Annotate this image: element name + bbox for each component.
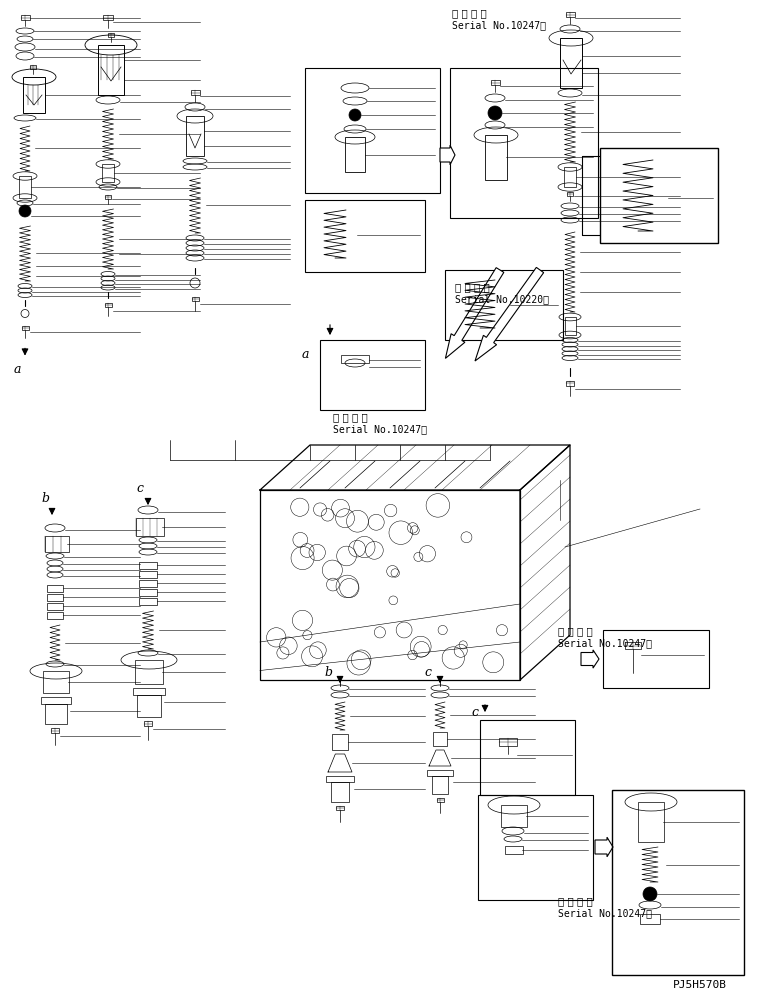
Bar — [560, 38, 582, 88]
Bar — [191, 297, 199, 301]
Bar — [564, 167, 576, 187]
Bar — [139, 571, 157, 578]
Text: PJ5H570B: PJ5H570B — [673, 980, 727, 990]
Bar — [332, 734, 348, 750]
Bar — [21, 325, 29, 329]
Bar — [566, 380, 574, 385]
Text: Serial No.10247～: Serial No.10247～ — [333, 424, 427, 434]
Bar — [640, 914, 660, 924]
Bar — [565, 12, 575, 17]
Text: b: b — [41, 491, 49, 505]
Bar — [501, 805, 527, 827]
Bar — [345, 137, 365, 172]
Bar — [331, 782, 349, 802]
Bar — [445, 270, 563, 340]
Bar — [638, 802, 664, 842]
Bar — [103, 15, 113, 20]
Bar — [485, 135, 507, 180]
Bar — [320, 340, 425, 410]
Bar — [139, 589, 157, 596]
Text: c: c — [471, 706, 478, 719]
Bar — [336, 806, 344, 810]
Text: a: a — [13, 363, 20, 376]
Bar — [305, 200, 425, 272]
Text: c: c — [137, 481, 143, 494]
Bar — [191, 90, 200, 95]
Bar — [186, 116, 204, 156]
Bar — [20, 15, 30, 20]
Bar — [47, 585, 63, 592]
Ellipse shape — [488, 106, 502, 120]
Bar — [47, 594, 63, 601]
Bar — [603, 630, 709, 688]
Bar — [432, 776, 448, 794]
Text: 適 用 号 機: 適 用 号 機 — [452, 8, 487, 18]
Bar — [102, 164, 114, 182]
Bar — [305, 68, 440, 193]
Bar — [45, 704, 67, 724]
Bar — [137, 695, 161, 717]
Ellipse shape — [643, 887, 657, 901]
Bar — [478, 795, 593, 900]
Bar — [505, 846, 523, 854]
Bar — [427, 770, 453, 776]
Bar — [433, 732, 447, 746]
Bar — [108, 33, 114, 37]
Text: Serial No.10220～: Serial No.10220～ — [455, 294, 549, 304]
Bar — [19, 176, 31, 198]
Bar — [51, 728, 59, 733]
Text: 適 用 号 機: 適 用 号 機 — [455, 282, 490, 292]
Text: c: c — [424, 667, 432, 680]
Bar — [600, 148, 718, 243]
Bar — [341, 355, 369, 363]
Bar — [45, 536, 69, 552]
Text: a: a — [301, 348, 309, 361]
Bar — [326, 776, 354, 782]
FancyArrow shape — [446, 267, 504, 358]
Bar — [436, 798, 443, 802]
Bar — [450, 68, 598, 218]
Text: 適 用 号 機: 適 用 号 機 — [558, 896, 593, 906]
Ellipse shape — [349, 109, 361, 121]
Bar — [139, 562, 157, 569]
FancyArrow shape — [581, 650, 599, 668]
Bar — [41, 697, 71, 704]
Bar — [565, 317, 575, 335]
FancyArrow shape — [440, 145, 455, 165]
Bar — [139, 580, 157, 587]
Bar — [144, 721, 152, 726]
FancyArrow shape — [595, 837, 613, 857]
Bar — [625, 642, 641, 649]
Bar — [260, 490, 520, 680]
Bar — [612, 790, 744, 975]
Bar — [47, 603, 63, 610]
Bar — [98, 45, 124, 95]
Bar — [490, 80, 499, 85]
FancyArrow shape — [475, 267, 543, 361]
Bar — [105, 303, 112, 307]
Bar — [23, 77, 45, 113]
Bar — [499, 738, 517, 746]
Bar — [43, 671, 69, 693]
Text: Serial No.10247～: Serial No.10247～ — [558, 908, 652, 918]
Bar — [105, 195, 111, 199]
Bar — [139, 598, 157, 605]
Text: 適 用 号 機: 適 用 号 機 — [558, 626, 593, 636]
Text: b: b — [324, 667, 332, 680]
Bar — [567, 192, 573, 196]
Text: Serial No.10247～: Serial No.10247～ — [452, 20, 546, 30]
Bar — [30, 65, 36, 69]
Ellipse shape — [19, 205, 31, 217]
Text: 適 用 号 機: 適 用 号 機 — [333, 412, 368, 422]
Bar — [47, 612, 63, 619]
Bar — [136, 518, 164, 536]
Bar — [480, 720, 575, 795]
Bar — [133, 688, 165, 695]
Bar — [135, 660, 163, 684]
Text: Serial No.10247～: Serial No.10247～ — [558, 638, 652, 648]
